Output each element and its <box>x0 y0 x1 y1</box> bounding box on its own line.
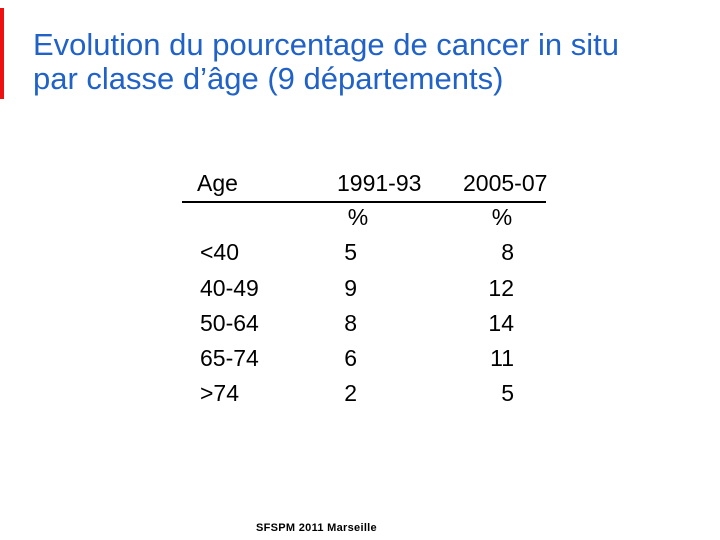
table-row-value-1991-93: 9 <box>344 275 357 301</box>
table-row-age: >74 <box>200 380 240 406</box>
table-row-value-2005-07: 12 <box>488 275 514 301</box>
table-row-value-2005-07: 14 <box>488 310 514 336</box>
slide-title: Evolution du pourcentage de cancer in si… <box>33 28 619 96</box>
unit-percent-col2: % <box>347 204 369 230</box>
table-row-age: 40-49 <box>200 275 259 301</box>
slide-title-line2: par classe d’âge (9 départements) <box>33 61 504 96</box>
slide-title-line1: Evolution du pourcentage de cancer in si… <box>33 27 619 62</box>
table-row-value-2005-07: 5 <box>501 380 514 406</box>
table-row-value-1991-93: 2 <box>344 380 357 406</box>
table-row-value-1991-93: 8 <box>344 310 357 336</box>
table-row-value-1991-93: 6 <box>344 345 357 371</box>
footer-text: SFSPM 2011 Marseille <box>256 522 377 534</box>
table-header-rule <box>182 201 546 203</box>
table-header-age: Age <box>197 170 238 196</box>
unit-percent-col3: % <box>491 204 513 230</box>
left-accent-bar <box>0 8 4 99</box>
table-row-age: 65-74 <box>200 345 259 371</box>
table-row-value-2005-07: 11 <box>490 345 514 371</box>
table-row-value-1991-93: 5 <box>344 239 357 265</box>
table-row-age: 50-64 <box>200 310 259 336</box>
table-header-2005-07: 2005-07 <box>463 170 548 196</box>
table-row-age: <40 <box>200 239 240 265</box>
table-row-value-2005-07: 8 <box>501 239 514 265</box>
table-header-1991-93: 1991-93 <box>337 170 422 196</box>
